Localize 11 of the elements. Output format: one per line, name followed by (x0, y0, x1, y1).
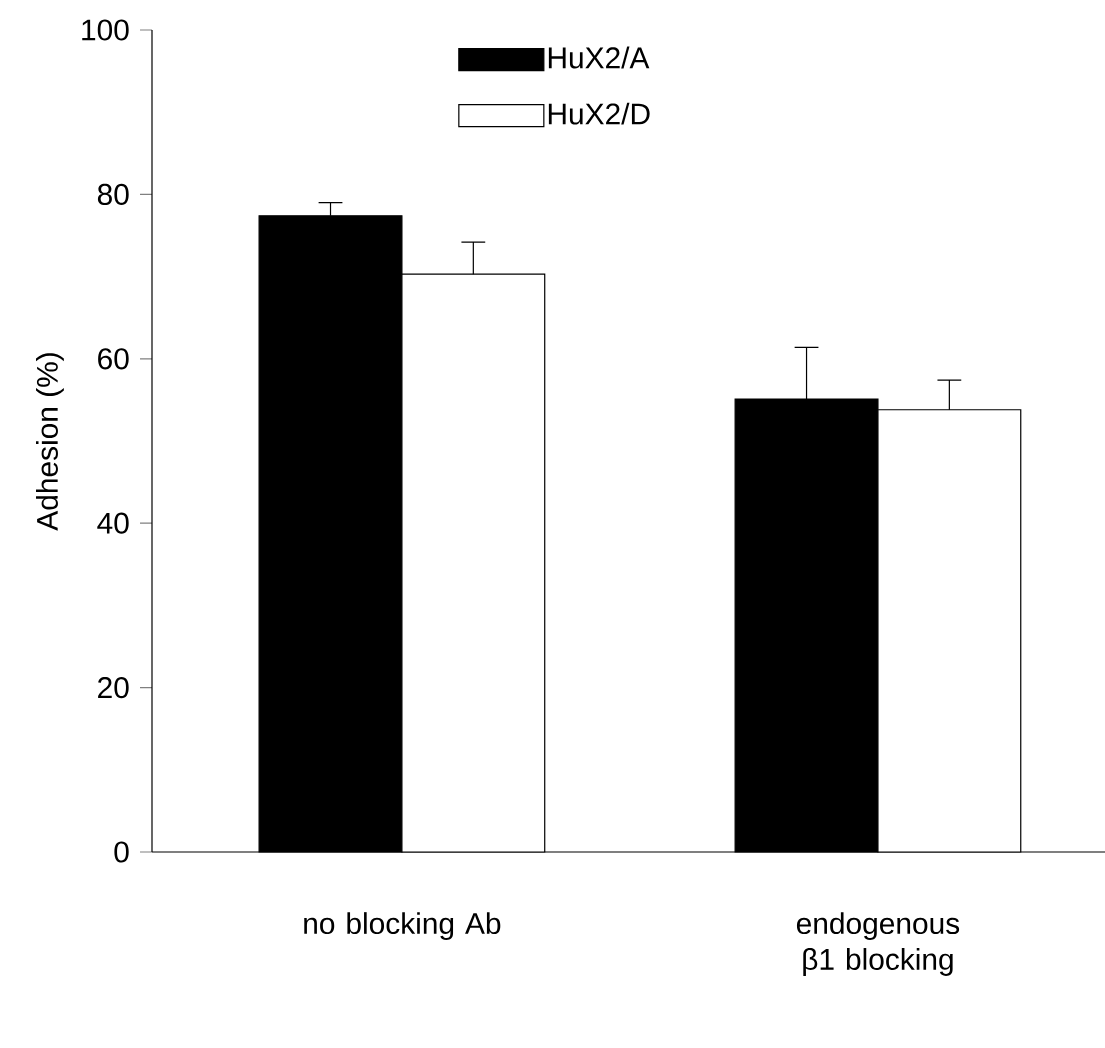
y-axis-title: Adhesion (%) (36, 353, 64, 531)
y-tick-label: 80 (97, 183, 129, 205)
x-tick-label: endogenous β1 blocking (796, 912, 960, 976)
y-tick-label: 60 (98, 348, 129, 370)
x-tick-label: no blocking Ab (304, 912, 501, 941)
y-tick-label: 100 (82, 19, 129, 41)
y-tick-label: 20 (98, 677, 129, 699)
legend-label: HuX2/A (548, 46, 650, 69)
legend-label: HuX2/D (548, 102, 650, 125)
y-tick-label: 40 (97, 512, 129, 534)
y-tick-label: 0 (114, 841, 129, 863)
